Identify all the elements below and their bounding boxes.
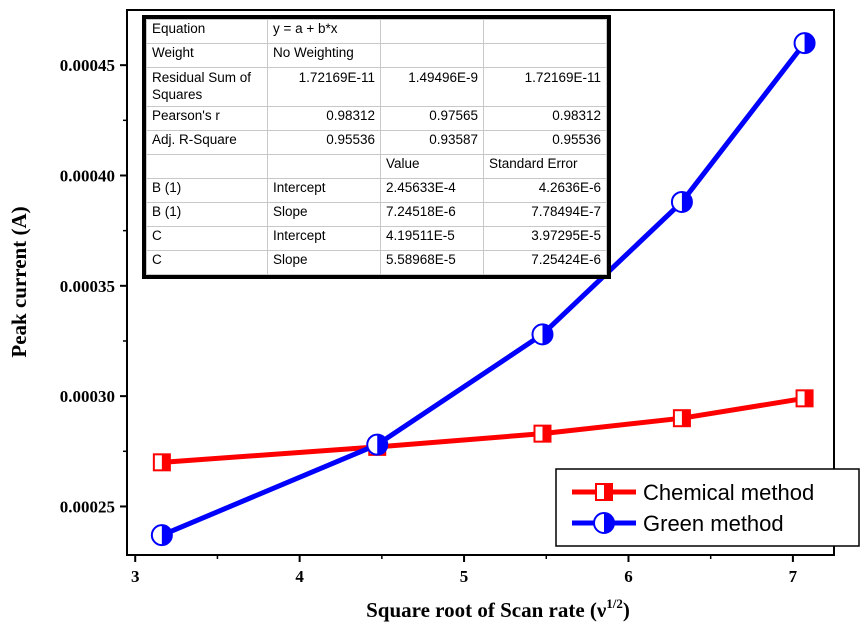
stats-row: Pearson's r 0.98312 0.97565 0.98312	[146, 106, 607, 131]
stats-cell: 5.58968E-5	[380, 250, 484, 275]
stats-row: Adj. R-Square 0.95536 0.93587 0.95536	[146, 130, 607, 155]
x-tick-label: 4	[295, 567, 304, 586]
stats-row: B (1) Intercept 2.45633E-4 4.2636E-6	[146, 178, 607, 203]
data-point-circle	[150, 524, 173, 547]
y-tick-label: 0.00025	[60, 497, 115, 516]
x-tick-label: 6	[624, 567, 633, 586]
legend-label: Green method	[643, 511, 784, 536]
x-axis-title: Square root of Scan rate (ν1/2)	[366, 596, 630, 622]
stats-cell: Residual Sum of Squares	[146, 67, 268, 107]
y-tick-label: 0.00045	[60, 56, 115, 75]
data-point-square	[672, 409, 691, 428]
series-line-0	[161, 395, 805, 465]
stats-cell: 7.78494E-7	[483, 202, 607, 227]
stats-cell: 4.19511E-5	[380, 226, 484, 251]
stats-cell: 0.98312	[483, 106, 607, 131]
legend-label: Chemical method	[643, 480, 814, 505]
plot-frame	[126, 9, 835, 556]
legend: Chemical method Green method	[555, 468, 860, 547]
stats-cell	[483, 19, 607, 44]
legend-marker-square	[595, 483, 613, 501]
stats-cell: B (1)	[146, 202, 268, 227]
stats-cell: Slope	[267, 250, 381, 275]
stats-cell: C	[146, 250, 268, 275]
stats-cell	[380, 19, 484, 44]
stats-cell: 0.93587	[380, 130, 484, 155]
statistics-table-box: Equation y = a + b*x Weight No Weighting Res…	[142, 15, 611, 279]
data-point-circle	[670, 190, 693, 213]
stats-cell: Intercept	[267, 178, 381, 203]
y-axis-title: Peak current (A)	[7, 206, 31, 357]
stats-row: C Intercept 4.19511E-5 3.97295E-5	[146, 226, 607, 251]
y-tick-label: 0.00040	[60, 166, 115, 185]
stats-row: Value Standard Error	[146, 154, 607, 179]
y-tick-label: 0.00035	[60, 277, 115, 296]
stats-cell: 2.45633E-4	[380, 178, 484, 203]
data-point-circle	[531, 323, 554, 346]
stats-cell	[483, 43, 607, 68]
stats-cell: 0.95536	[267, 130, 381, 155]
stats-cell: 1.72169E-11	[267, 67, 381, 107]
x-tick-label: 3	[131, 567, 140, 586]
stats-cell: Slope	[267, 202, 381, 227]
stats-cell: 4.2636E-6	[483, 178, 607, 203]
stats-cell	[146, 154, 268, 179]
stats-cell: No Weighting	[267, 43, 381, 68]
stats-cell: 7.24518E-6	[380, 202, 484, 227]
stats-cell: Intercept	[267, 226, 381, 251]
stats-row: Residual Sum of Squares 1.72169E-11 1.4949…	[146, 67, 607, 107]
stats-cell: B (1)	[146, 178, 268, 203]
stats-cell: y = a + b*x	[267, 19, 381, 44]
stats-cell: 3.97295E-5	[483, 226, 607, 251]
data-point-circle	[793, 32, 816, 55]
stats-cell: 1.72169E-11	[483, 67, 607, 107]
x-axis-title-superscript: 1/2	[606, 596, 623, 611]
stats-cell: 0.95536	[483, 130, 607, 155]
x-tick-label: 7	[789, 567, 798, 586]
stats-cell: 1.49496E-9	[380, 67, 484, 107]
stats-cell: Adj. R-Square	[146, 130, 268, 155]
statistics-table: Equation y = a + b*x Weight No Weighting Res…	[146, 19, 607, 275]
stats-cell: 0.97565	[380, 106, 484, 131]
stats-row: C Slope 5.58968E-5 7.25424E-6	[146, 250, 607, 275]
data-point-square	[795, 389, 814, 408]
stats-cell: 0.98312	[267, 106, 381, 131]
stats-cell: Equation	[146, 19, 268, 44]
stats-cell: Standard Error	[483, 154, 607, 179]
stats-cell: 7.25424E-6	[483, 250, 607, 275]
stats-cell: Value	[380, 154, 484, 179]
y-tick-label: 0.00030	[60, 387, 115, 406]
stats-cell	[267, 154, 381, 179]
stats-row: Weight No Weighting	[146, 43, 607, 68]
stats-row: Equation y = a + b*x	[146, 19, 607, 44]
legend-marker-circle	[593, 512, 615, 534]
data-point-square	[533, 424, 552, 443]
stats-cell: C	[146, 226, 268, 251]
stats-row: B (1) Slope 7.24518E-6 7.78494E-7	[146, 202, 607, 227]
data-point-square	[152, 453, 171, 472]
x-tick-label: 5	[460, 567, 469, 586]
stats-cell	[380, 43, 484, 68]
data-point-circle	[366, 433, 389, 456]
stats-cell: Pearson's r	[146, 106, 268, 131]
legend-box	[555, 468, 860, 547]
stats-cell: Weight	[146, 43, 268, 68]
